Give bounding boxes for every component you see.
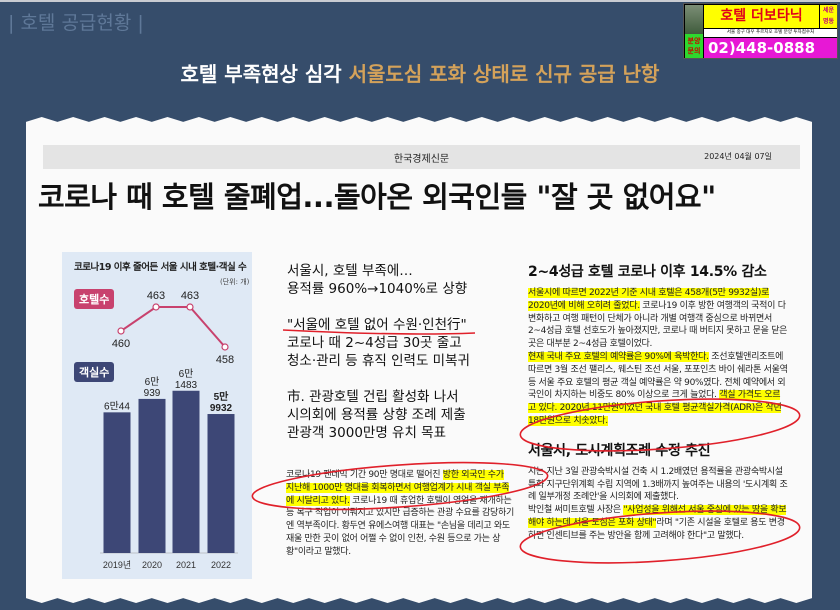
- newspaper-masthead: 한국경제신문 2024년 04월 07일: [43, 145, 800, 169]
- article-right-column: 2~4성급 호텔 코로나 이후 14.5% 감소 서울시에 따르면 2022년 …: [528, 261, 788, 543]
- p2-highlight: 현재 국내 주요 호텔의 예약률은 90%에 육박한다.: [528, 351, 709, 362]
- p2-text: 조선호텔앤리조트에 따르면 3월 조선 팰리스, 웨스틴 조선 서울, 포포인츠…: [528, 351, 788, 401]
- article-headline: 코로나 때 호텔 줄폐업...돌아온 외국인들 "잘 곳 없어요": [38, 180, 716, 214]
- lead-text: 코로나19 팬데믹 기간 90만 명대로 떨어진: [286, 470, 443, 480]
- chart-unit: (단위: 개): [220, 278, 250, 286]
- paragraph-3: 시는 지난 3일 관광숙박시설 건축 시 1.2배였던 용적률을 관광숙박시설 …: [528, 466, 788, 503]
- top-border: [0, 0, 840, 2]
- ad-address: 서울 중구 대우 푸르지오 호텔 분양 투자접수처: [704, 29, 837, 37]
- legend-hotels: 호텔수: [74, 289, 115, 309]
- section-heading-2: 서울시, 도시계획조례 수정 추진: [528, 442, 711, 459]
- subhead-2-line-3: 청소·관리 등 휴직 인력도 미복귀: [287, 353, 470, 369]
- paragraph-1: 서울시에 따르면 2022년 기준 시내 호텔은 458개(5만 9932실)로…: [528, 287, 788, 351]
- ad-phone[interactable]: 02)448-0888: [704, 38, 837, 58]
- ad-badge: 분양 문의: [685, 34, 703, 58]
- subtitle-plain: 호텔 부족현상 심각: [180, 62, 349, 86]
- building-photo: [685, 5, 703, 35]
- ad-location: 세운 명동: [820, 5, 837, 28]
- subhead-3-line-1: 市. 관광호텔 건립 활성화 나서: [287, 389, 459, 405]
- article-date: 2024년 04월 07일: [704, 152, 772, 161]
- subhead-2-line-1: "서울에 호텔 없어 수원·인천行": [287, 317, 467, 333]
- hotel-ad-banner[interactable]: 분양 문의 호텔 더보타닉 세운 명동 서울 중구 대우 푸르지오 호텔 분양 …: [683, 3, 838, 59]
- subhead-1-line-2: 용적률 960%→1040%로 상향: [287, 281, 468, 297]
- subhead-3-line-2: 시의회에 용적률 상향 조례 제출: [287, 407, 466, 423]
- section-heading-1: 2~4성급 호텔 코로나 이후 14.5% 감소: [528, 264, 767, 280]
- subtitle-highlight: 서울도심 포화 상태로 신규 공급 난항: [348, 62, 660, 86]
- section-title: | 호텔 공급현황 |: [8, 12, 144, 34]
- slide-subtitle: 호텔 부족현상 심각 서울도심 포화 상태로 신규 공급 난항: [0, 58, 840, 87]
- subhead-3-line-3: 관광객 3000만명 유치 목표: [287, 425, 447, 441]
- p4-text: 박인철 써미트호텔 사장은: [528, 505, 624, 516]
- paragraph-4: 박인철 써미트호텔 사장은 "사업성을 위해선 서울 중심에 있는 땅을 확보해…: [528, 504, 788, 542]
- article-lead-paragraph: 코로나19 팬데믹 기간 90만 명대로 떨어진 방한 외국인 수가 지난해 1…: [286, 469, 514, 559]
- p1-text: 코로나19 이후 방한 여행객의 국적이 다변화하고 여행 패턴이 단체가 아니…: [528, 300, 788, 350]
- newspaper-name: 한국경제신문: [393, 154, 450, 165]
- subhead-1: 서울시, 호텔 부족에… 용적률 960%→1040%로 상향: [287, 262, 517, 298]
- article-subheads: 서울시, 호텔 부족에… 용적률 960%→1040%로 상향 "서울에 호텔 없…: [287, 262, 517, 460]
- chart-title: 코로나19 이후 줄어든 서울 시내 호텔·객실 수: [74, 262, 247, 273]
- subhead-1-line-1: 서울시, 호텔 부족에…: [287, 263, 413, 279]
- paragraph-2: 현재 국내 주요 호텔의 예약률은 90%에 육박한다. 조선호텔앤리조트에 따…: [528, 351, 788, 428]
- ad-hotel-name: 호텔 더보타닉: [704, 5, 819, 28]
- legend-rooms: 객실수: [74, 362, 115, 382]
- subhead-2-line-2: 코로나 때 2~4성급 30곳 줄고: [287, 335, 462, 351]
